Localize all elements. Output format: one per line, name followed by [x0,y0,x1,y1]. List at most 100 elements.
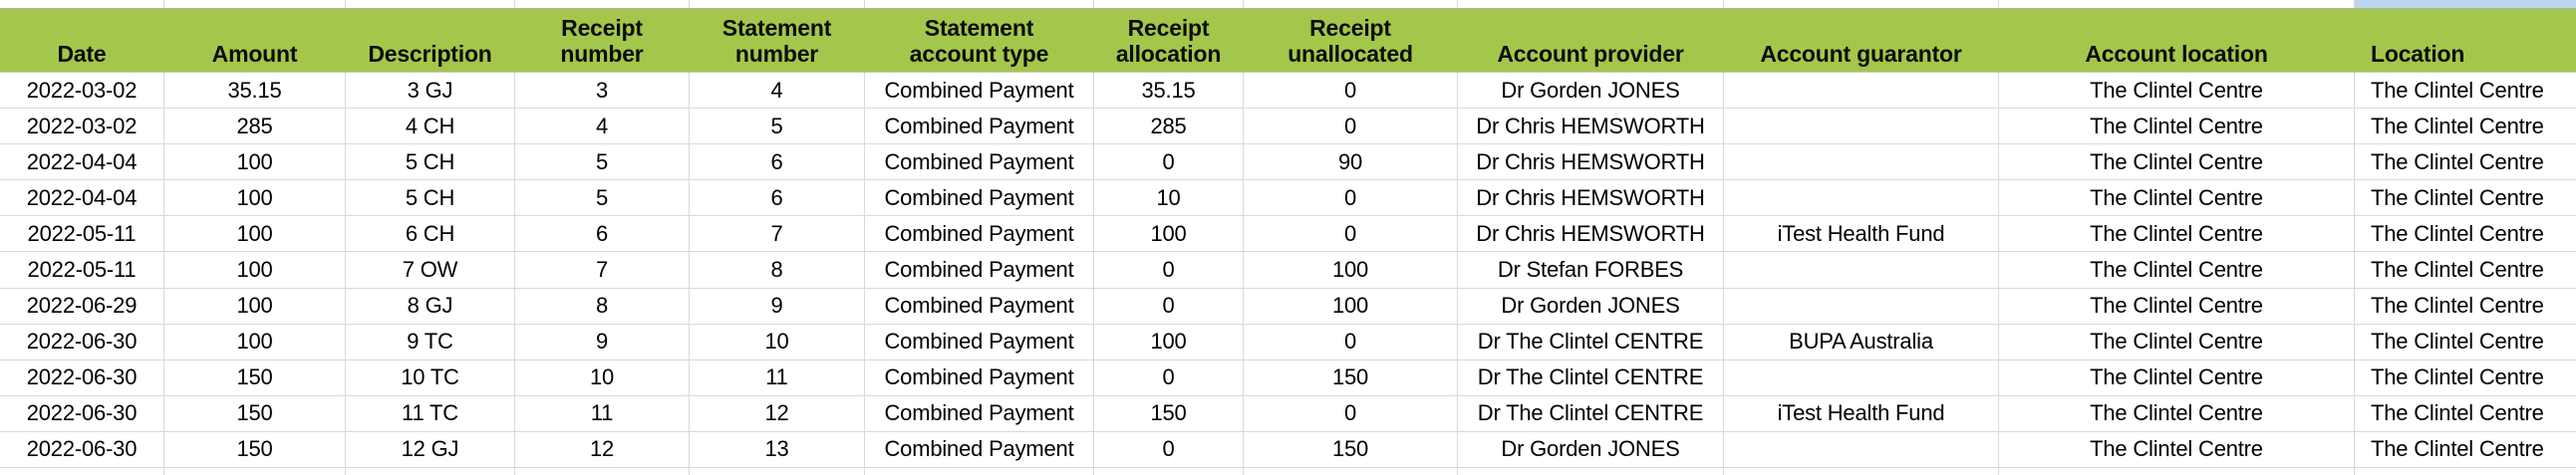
cell-receipt_number[interactable]: 3 [515,73,690,110]
cell-receipt_unallocated[interactable]: 90 [1244,144,1458,181]
cell-receipt_unallocated[interactable]: 100 [1244,288,1458,325]
cell-receipt_unallocated[interactable]: 0 [1244,73,1458,110]
cell-date[interactable]: 2022-06-30 [0,324,164,360]
cell-amount[interactable]: 150 [164,395,346,432]
col-header-description[interactable]: Description [346,9,515,73]
cell-date[interactable]: 2022-06-30 [0,359,164,396]
col-header-date[interactable]: Date [0,9,164,73]
cell-receipt_unallocated[interactable]: 0 [1244,180,1458,217]
cell-statement_account_type[interactable]: Combined Payment [865,324,1094,360]
cell-account_provider[interactable]: Dr Chris HEMSWORTH [1458,216,1724,253]
cell-receipt_allocation[interactable]: 285 [1094,109,1244,145]
cell-description[interactable]: 7 OW [346,252,515,289]
col-header-receipt-allocation[interactable]: Receipt allocation [1094,9,1244,73]
cell-amount[interactable]: 35.15 [164,73,346,110]
cell-receipt_allocation[interactable]: 150 [1094,395,1244,432]
col-header-receipt-unallocated[interactable]: Receipt unallocated [1244,9,1458,73]
cell-account_guarantor[interactable] [1724,252,1999,289]
cell-location[interactable]: The Clintel Centre [2355,360,2576,396]
cell-statement_account_type[interactable]: Combined Payment [865,395,1094,432]
cell-receipt_number[interactable]: 5 [515,180,690,217]
col-header-location[interactable]: Location [2355,9,2576,73]
cell-date[interactable]: 2022-03-02 [0,73,164,110]
cell-location[interactable]: The Clintel Centre [2355,325,2576,360]
cell-receipt_allocation[interactable]: 0 [1094,359,1244,396]
cell-account_provider[interactable]: Dr The Clintel CENTRE [1458,395,1724,432]
cell-description[interactable]: 3 GJ [346,73,515,110]
cell-receipt_unallocated[interactable]: 0 [1244,324,1458,360]
col-header-statement-account-type[interactable]: Statement account type [865,9,1094,73]
cell-location[interactable]: The Clintel Centre [2355,252,2576,289]
cell-location[interactable]: The Clintel Centre [2355,73,2576,110]
cell-receipt_unallocated[interactable]: 150 [1244,359,1458,396]
cell-receipt_unallocated[interactable]: 0 [1244,109,1458,145]
cell-account_guarantor[interactable] [1724,144,1999,181]
cell-statement_number[interactable]: 11 [690,359,865,396]
cell-receipt_allocation[interactable]: 0 [1094,288,1244,325]
cell-statement_account_type[interactable]: Combined Payment [865,144,1094,181]
cell-statement_number[interactable]: 9 [690,288,865,325]
cell-statement_account_type[interactable]: Combined Payment [865,180,1094,217]
cell-location[interactable]: The Clintel Centre [2355,432,2576,469]
cell-account_location[interactable]: The Clintel Centre [1999,288,2355,325]
cell-receipt_unallocated[interactable]: 0 [1244,395,1458,432]
cell-statement_account_type[interactable]: Combined Payment [865,109,1094,145]
cell-receipt_unallocated[interactable]: 0 [1244,216,1458,253]
cell-receipt_allocation[interactable]: 0 [1094,252,1244,289]
cell-date[interactable]: 2022-04-04 [0,180,164,217]
cell-location[interactable]: The Clintel Centre [2355,144,2576,181]
cell-receipt_unallocated[interactable]: 150 [1244,431,1458,469]
cell-statement_account_type[interactable]: Combined Payment [865,73,1094,110]
col-header-receipt-number[interactable]: Receipt number [515,9,690,73]
cell-description[interactable]: 9 TC [346,324,515,360]
cell-date[interactable]: 2022-04-04 [0,144,164,181]
cell-account_guarantor[interactable] [1724,431,1999,469]
cell-statement_number[interactable]: 5 [690,109,865,145]
cell-location[interactable]: The Clintel Centre [2355,109,2576,145]
cell-account_guarantor[interactable] [1724,109,1999,145]
col-header-account-location[interactable]: Account location [1999,9,2355,73]
cell-amount[interactable]: 100 [164,180,346,217]
cell-receipt_allocation[interactable]: 0 [1094,431,1244,469]
cell-amount[interactable]: 100 [164,288,346,325]
cell-account_provider[interactable]: Dr The Clintel CENTRE [1458,324,1724,360]
cell-statement_account_type[interactable]: Combined Payment [865,288,1094,325]
cell-statement_number[interactable]: 13 [690,431,865,469]
cell-account_provider[interactable]: Dr The Clintel CENTRE [1458,359,1724,396]
cell-account_location[interactable]: The Clintel Centre [1999,431,2355,469]
cell-date[interactable]: 2022-06-29 [0,288,164,325]
cell-statement_number[interactable]: 10 [690,324,865,360]
cell-receipt_allocation[interactable]: 100 [1094,324,1244,360]
cell-amount[interactable]: 100 [164,144,346,181]
cell-location[interactable]: The Clintel Centre [2355,396,2576,432]
cell-location[interactable]: The Clintel Centre [2355,216,2576,253]
cell-account_location[interactable]: The Clintel Centre [1999,180,2355,217]
cell-account_location[interactable]: The Clintel Centre [1999,73,2355,110]
cell-receipt_allocation[interactable]: 0 [1094,144,1244,181]
cell-description[interactable]: 12 GJ [346,431,515,469]
cell-account_guarantor[interactable] [1724,180,1999,217]
cell-statement_account_type[interactable]: Combined Payment [865,431,1094,469]
cell-receipt_unallocated[interactable]: 100 [1244,252,1458,289]
cell-account_provider[interactable]: Dr Gorden JONES [1458,288,1724,325]
cell-account_guarantor[interactable]: iTest Health Fund [1724,216,1999,253]
col-header-amount[interactable]: Amount [164,9,346,73]
cell-statement_account_type[interactable]: Combined Payment [865,252,1094,289]
cell-receipt_number[interactable]: 4 [515,109,690,145]
cell-statement_number[interactable]: 6 [690,144,865,181]
cell-statement_number[interactable]: 4 [690,73,865,110]
cell-account_provider[interactable]: Dr Chris HEMSWORTH [1458,109,1724,145]
cell-account_guarantor[interactable] [1724,288,1999,325]
cell-statement_number[interactable]: 6 [690,180,865,217]
cell-location[interactable]: The Clintel Centre [2355,180,2576,217]
cell-account_location[interactable]: The Clintel Centre [1999,109,2355,145]
cell-receipt_number[interactable]: 6 [515,216,690,253]
cell-description[interactable]: 4 CH [346,109,515,145]
cell-date[interactable]: 2022-03-02 [0,109,164,145]
cell-receipt_number[interactable]: 10 [515,359,690,396]
cell-description[interactable]: 8 GJ [346,288,515,325]
cell-receipt_number[interactable]: 12 [515,431,690,469]
cell-account_provider[interactable]: Dr Stefan FORBES [1458,252,1724,289]
cell-account_guarantor[interactable] [1724,73,1999,110]
cell-description[interactable]: 5 CH [346,180,515,217]
